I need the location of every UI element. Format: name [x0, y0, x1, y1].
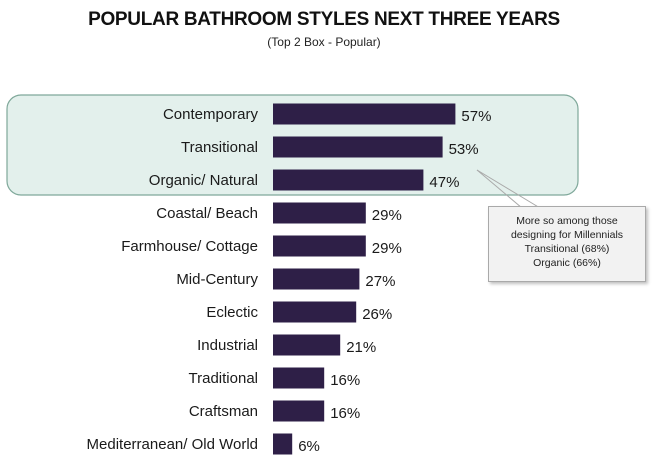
category-label: Mid-Century — [176, 271, 258, 288]
callout-connector — [476, 169, 523, 209]
callout-line: Organic (66%) — [533, 257, 601, 269]
category-label: Contemporary — [163, 106, 259, 123]
bar — [273, 400, 325, 422]
chart-title: POPULAR BATHROOM STYLES NEXT THREE YEARS — [88, 9, 560, 30]
value-label: 16% — [330, 372, 360, 389]
value-label: 53% — [449, 141, 479, 158]
category-label: Craftsman — [189, 403, 258, 420]
category-label: Mediterranean/ Old World — [87, 436, 258, 453]
callout-line: Transitional (68%) — [524, 243, 610, 255]
bar — [273, 202, 366, 224]
bar — [273, 103, 456, 125]
category-label: Transitional — [181, 139, 258, 156]
callout-line: designing for Millennials — [510, 229, 624, 241]
bar — [273, 367, 325, 389]
category-label: Eclectic — [206, 304, 258, 321]
value-label: 26% — [362, 306, 392, 323]
bar — [273, 334, 341, 356]
bar — [273, 136, 443, 158]
bar — [273, 235, 366, 257]
category-label: Farmhouse/ Cottage — [121, 238, 258, 255]
category-label: Organic/ Natural — [149, 172, 258, 189]
bar — [273, 268, 360, 290]
value-label: 21% — [346, 339, 376, 356]
callout-line: More so among those — [516, 215, 618, 227]
value-label: 27% — [365, 273, 395, 290]
callout-annotation: More so among those designing for Millen… — [488, 206, 646, 282]
bar — [273, 169, 424, 191]
value-label: 29% — [372, 240, 402, 257]
category-label: Traditional — [189, 370, 258, 387]
value-label: 16% — [330, 405, 360, 422]
value-label: 47% — [429, 174, 459, 191]
value-label: 57% — [461, 108, 491, 125]
bar — [273, 301, 357, 323]
value-label: 6% — [298, 438, 320, 455]
chart-subtitle: (Top 2 Box - Popular) — [267, 35, 381, 49]
category-label: Industrial — [197, 337, 258, 354]
callout-connector — [476, 169, 541, 209]
bar — [273, 433, 293, 455]
value-label: 29% — [372, 207, 402, 224]
category-label: Coastal/ Beach — [156, 205, 258, 222]
